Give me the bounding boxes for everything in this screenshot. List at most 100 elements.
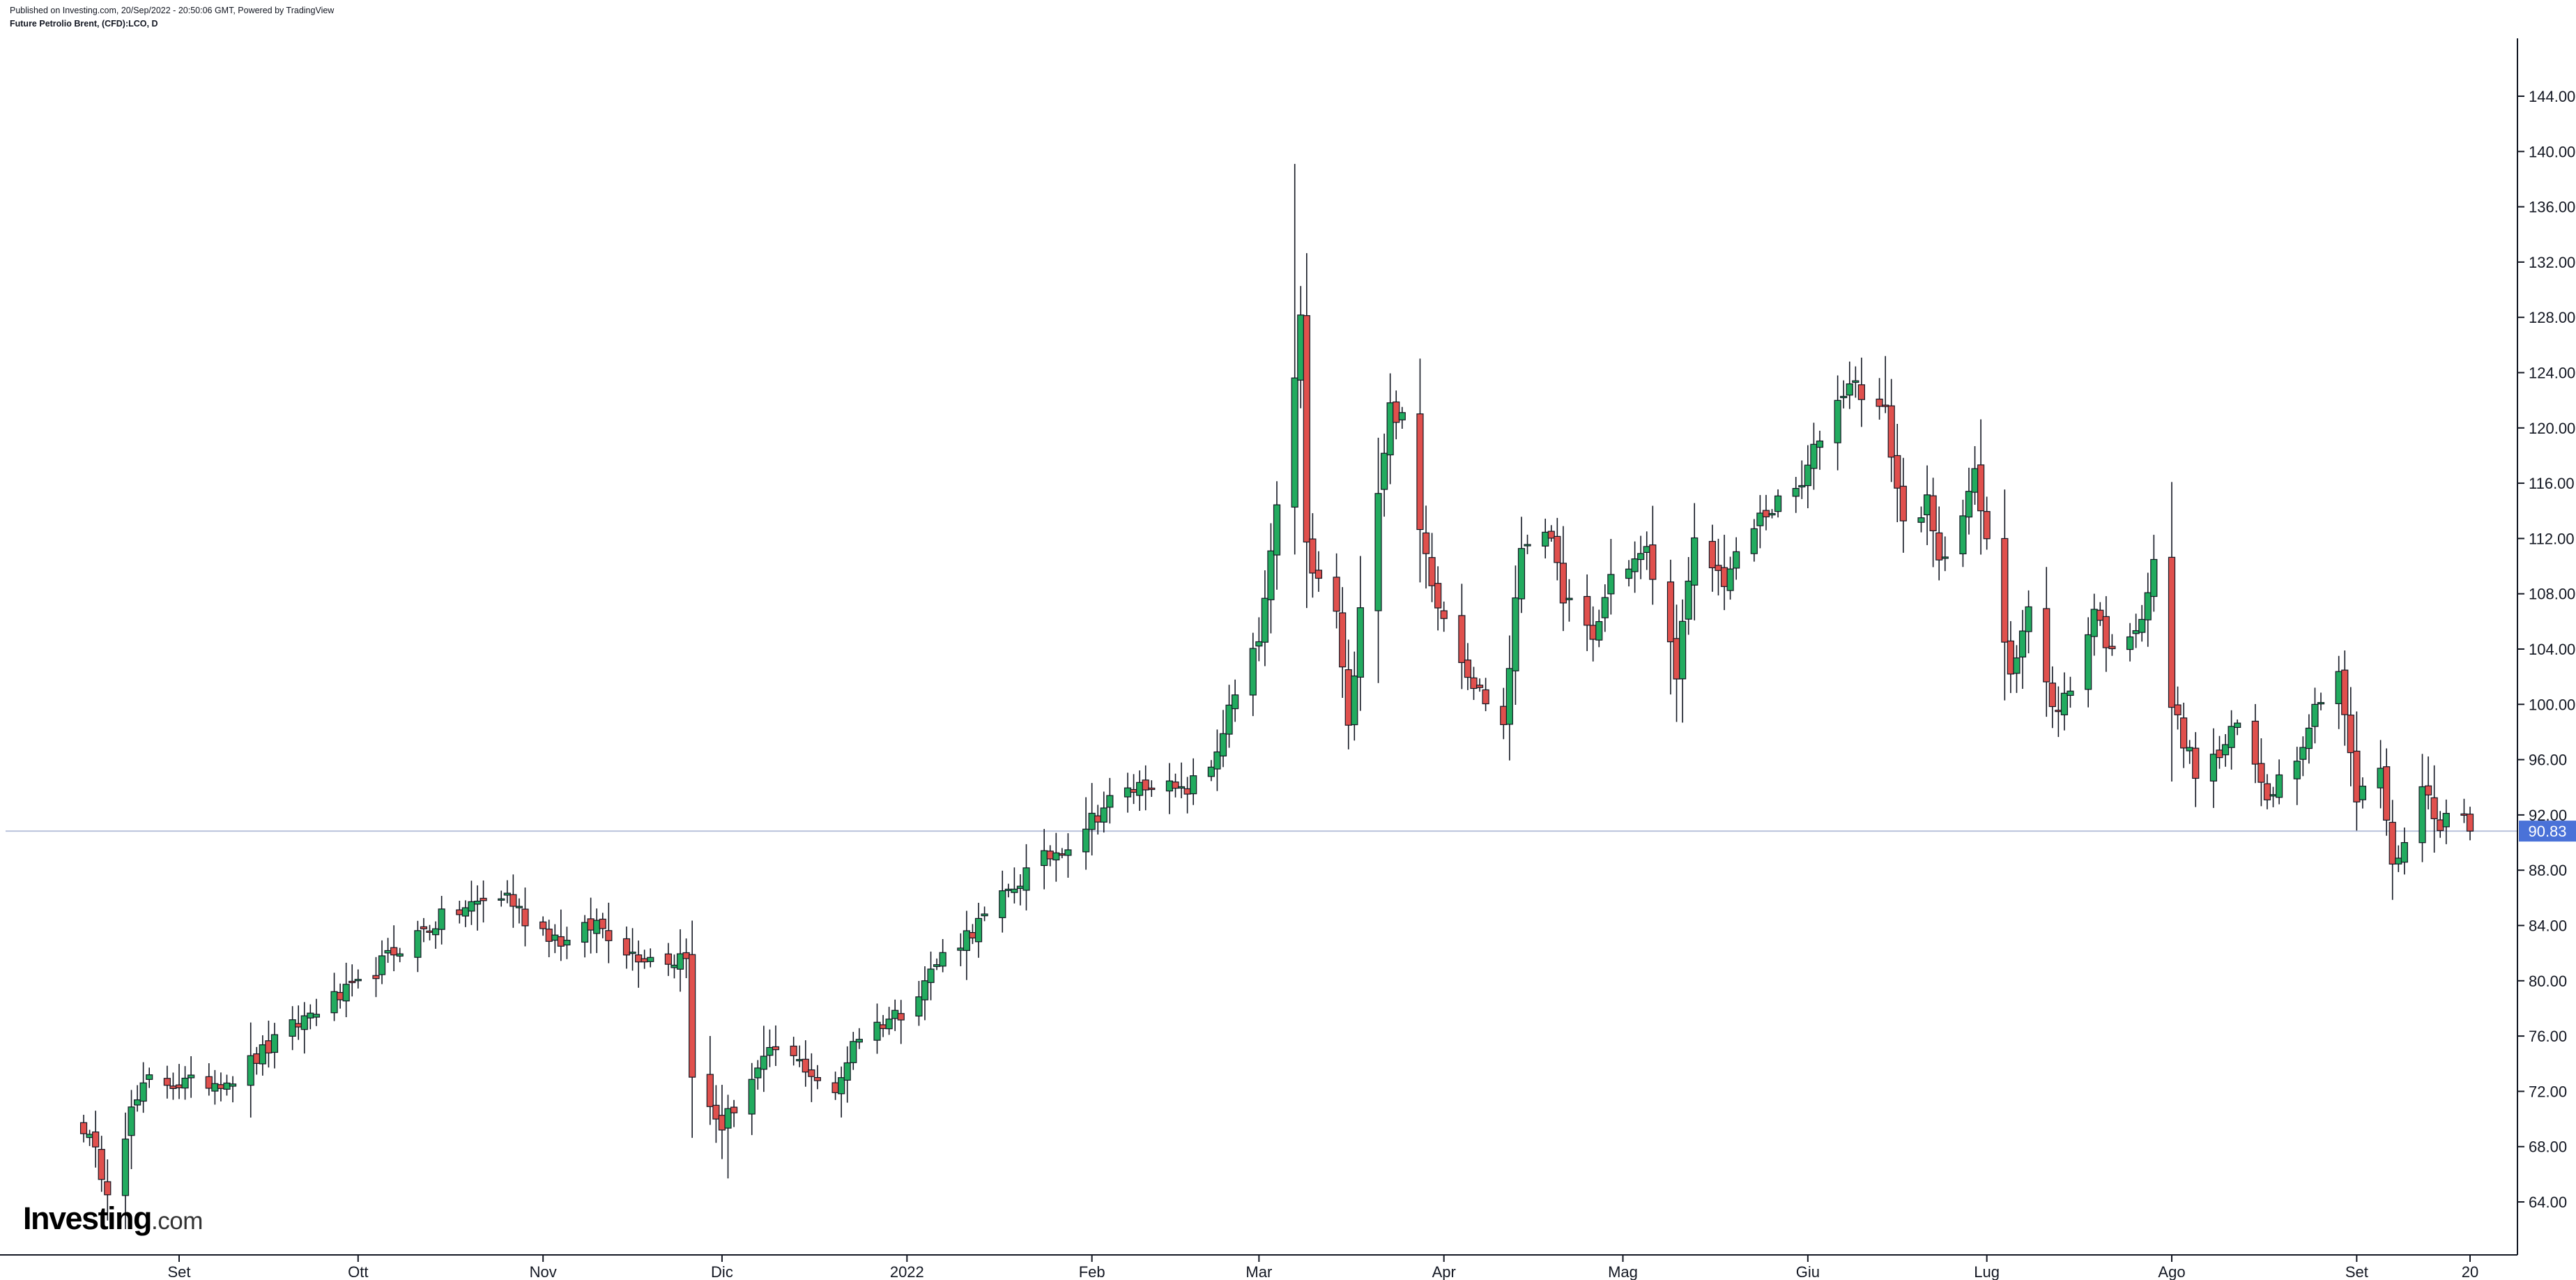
candle	[897, 1000, 905, 1044]
candle	[1810, 422, 1818, 490]
candle	[629, 928, 636, 971]
candle	[1726, 556, 1734, 600]
candle	[181, 1066, 189, 1100]
candle-body-down	[897, 1013, 905, 1021]
candle-body-up	[766, 1046, 774, 1056]
candle	[2018, 609, 2027, 689]
candle-body-up	[1517, 548, 1526, 600]
candle-body-down	[1416, 413, 1424, 531]
candle	[927, 951, 935, 1000]
candle	[414, 920, 422, 973]
candle-body-up	[2025, 606, 2032, 632]
candle	[706, 1035, 714, 1125]
candle	[1965, 467, 1973, 535]
candle-body-down	[1440, 610, 1448, 619]
candle	[1165, 763, 1174, 814]
candle-body-down	[337, 991, 344, 1000]
price-axis[interactable]: 64.0068.0072.0076.0080.0084.0088.0092.00…	[2517, 88, 2575, 1211]
candle	[2359, 777, 2367, 809]
candle-body-down	[2251, 720, 2259, 765]
candle-body-down	[2341, 669, 2349, 715]
candle-body-up	[2126, 636, 2134, 650]
candle	[169, 1072, 177, 1100]
candle	[1172, 773, 1179, 798]
candle	[2437, 811, 2444, 838]
candle	[838, 1066, 845, 1118]
candle-body-up	[724, 1108, 732, 1129]
candle-body-up	[2299, 747, 2307, 760]
candle-body-up	[748, 1079, 756, 1115]
candle	[2067, 676, 2074, 708]
candle	[921, 966, 929, 1021]
candle-body-down	[2353, 750, 2361, 802]
candle-body-up	[1255, 641, 1263, 647]
candle-body-up	[563, 940, 571, 946]
candle	[1303, 253, 1310, 609]
candle	[1512, 565, 1519, 705]
candle-body-up	[128, 1106, 135, 1136]
candle	[1052, 832, 1060, 882]
candle	[551, 924, 559, 954]
time-axis[interactable]: Set Ott Nov Dic 2022 Feb Mar Apr Mag Giu Lug Ago Set…	[167, 1255, 2478, 1280]
candle-body-up	[300, 1015, 308, 1030]
candle-body-down	[1314, 570, 1323, 579]
candle-body-down	[1422, 532, 1430, 554]
candle	[503, 880, 511, 904]
candle	[1124, 772, 1132, 813]
candle-body-down	[1046, 851, 1054, 860]
candle-body-up	[354, 979, 362, 982]
candle-body-down	[175, 1084, 183, 1088]
candle-body-up	[974, 917, 983, 943]
candle	[808, 1053, 815, 1102]
candle-body-up	[1213, 751, 1221, 770]
candle-body-down	[622, 938, 631, 956]
candle	[133, 1085, 141, 1112]
y-tick-label: 108.00	[2529, 586, 2575, 603]
candle-body-up	[1505, 668, 1513, 725]
candle-body-up	[2060, 692, 2069, 715]
candle	[1046, 845, 1054, 867]
candle-body-up	[1965, 491, 1973, 518]
candle	[760, 1026, 767, 1092]
candle	[270, 1023, 279, 1069]
candle	[1565, 579, 1573, 622]
candle-body-up	[1798, 485, 1806, 488]
candle-body-down	[390, 947, 398, 956]
candle-body-up	[1004, 888, 1012, 892]
candle-body-down	[420, 926, 428, 929]
candle	[300, 1002, 308, 1054]
candle-body-up	[1774, 495, 1782, 512]
candle-body-down	[831, 1082, 839, 1093]
candle-body-up	[1542, 531, 1549, 547]
candle	[1720, 535, 1728, 611]
candle	[1774, 489, 1782, 518]
candle-body-up	[1064, 849, 1072, 856]
candle	[1798, 460, 1806, 499]
candles-layer	[79, 164, 2474, 1230]
candle-body-up	[2067, 690, 2074, 696]
candle	[1899, 457, 1907, 553]
candle-body-down	[1482, 689, 1489, 705]
candle-body-up	[2275, 774, 2283, 798]
candle	[2263, 774, 2271, 809]
candle-body-down	[1720, 567, 1728, 587]
candle-body-down	[712, 1104, 720, 1120]
x-tick-label: Nov	[530, 1263, 557, 1280]
candle	[2221, 734, 2230, 767]
candle	[1756, 495, 1764, 549]
candle-body-up	[593, 920, 601, 934]
candle-body-up	[1726, 568, 1734, 591]
candle-body-down	[169, 1085, 177, 1090]
candle	[1631, 541, 1639, 593]
candle-body-down	[2096, 609, 2104, 621]
candle-body-up	[581, 922, 589, 943]
candle	[1190, 758, 1197, 805]
candle	[438, 896, 445, 945]
candle	[1351, 651, 1358, 741]
candle-body-up	[1643, 546, 1650, 553]
candle-body-down	[879, 1024, 887, 1029]
candle	[1500, 687, 1508, 740]
candle-body-up	[1207, 766, 1215, 777]
candle-body-up	[1052, 852, 1060, 861]
